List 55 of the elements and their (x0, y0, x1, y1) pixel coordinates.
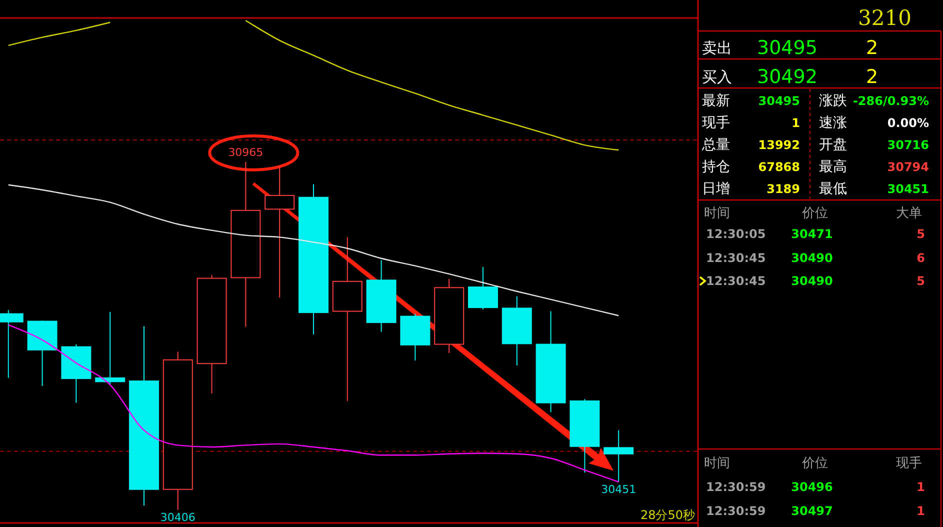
text: 卖出 (702, 39, 732, 57)
text: 大单 (896, 206, 922, 221)
text: 30716 (887, 138, 929, 152)
text: 时间 (704, 456, 730, 471)
text: 涨跌 (819, 93, 847, 109)
text: 30451 (887, 182, 929, 196)
text: -286/0.93% (852, 94, 929, 108)
text: 最新 (702, 93, 730, 109)
text: 买入 (702, 68, 732, 86)
text: 现手 (896, 456, 922, 471)
text: 3189 (766, 182, 800, 196)
text: 6 (916, 251, 925, 265)
text: 30794 (887, 160, 929, 174)
text: 开盘 (819, 137, 847, 153)
text: 13992 (758, 138, 800, 152)
text: 2 (866, 66, 878, 88)
text: 日增 (702, 181, 730, 197)
candlestick (264, 166, 295, 298)
text: 30490 (791, 251, 833, 265)
text: 30490 (791, 274, 833, 288)
text: 最低 (819, 181, 847, 197)
candlestick (95, 311, 126, 385)
text: 12:30:05 (706, 227, 766, 241)
text: 67868 (758, 160, 800, 174)
text: 最高 (819, 159, 847, 175)
text: 时间 (704, 206, 730, 221)
text: 12:30:59 (706, 504, 766, 518)
text: 30492 (757, 66, 818, 88)
text: 价位 (801, 456, 828, 471)
text: 1 (792, 116, 800, 130)
text: 12:30:45 (706, 274, 766, 288)
text: 1 (916, 504, 925, 518)
text: 现手 (702, 115, 730, 131)
text: 30495 (757, 37, 818, 59)
text: 30495 (758, 94, 800, 108)
text: 28分50秒 (640, 508, 695, 522)
text: 3210 (858, 6, 912, 30)
text: 总量 (701, 137, 730, 153)
candlestick (604, 430, 634, 482)
text: 持仓 (702, 159, 730, 175)
text: 30496 (791, 480, 833, 494)
text: 速涨 (819, 115, 847, 131)
text: 2 (866, 37, 878, 59)
text: 0.00% (887, 116, 929, 130)
text: 5 (916, 274, 925, 288)
annotation: 30965 (228, 146, 264, 159)
text: 12:30:45 (706, 251, 766, 265)
annotation: 30451 (601, 482, 636, 496)
text: 12:30:59 (706, 480, 766, 494)
text: 5 (916, 227, 925, 241)
text: 1 (916, 480, 925, 494)
text: 价位 (801, 206, 828, 221)
text: 30497 (791, 504, 833, 518)
text: 30471 (791, 227, 833, 241)
annotation: 30406 (160, 510, 196, 524)
